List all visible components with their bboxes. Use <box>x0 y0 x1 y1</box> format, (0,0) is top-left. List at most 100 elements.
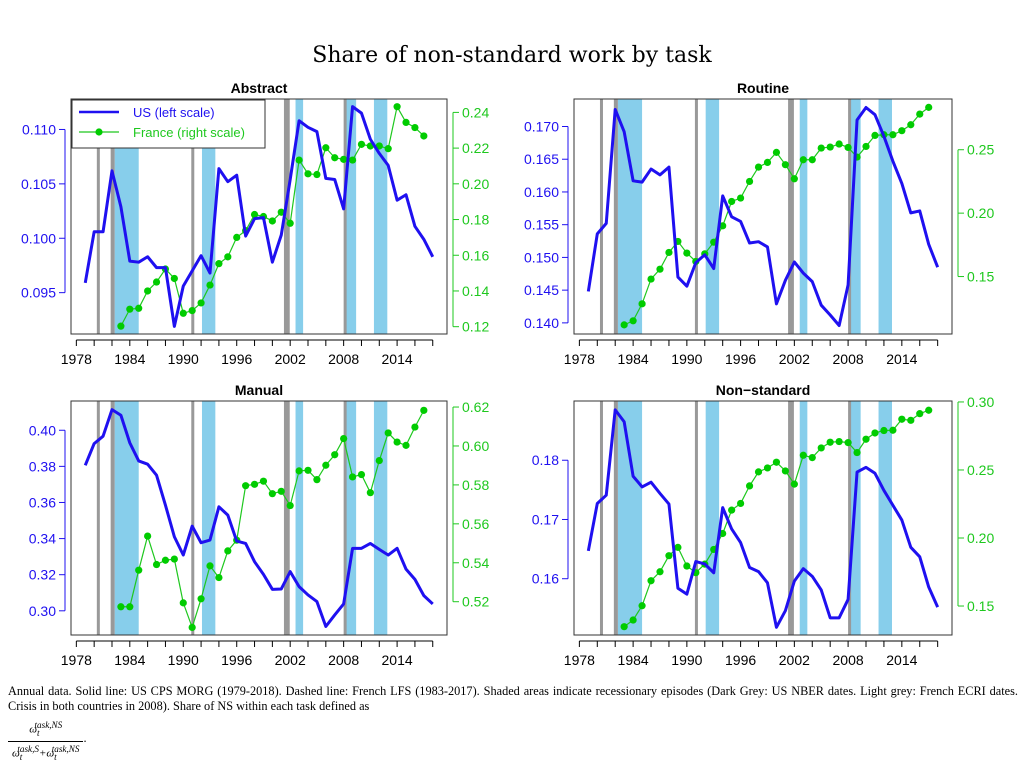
x-tick-label: 1990 <box>671 652 702 668</box>
panel-title: Manual <box>235 382 283 398</box>
french-recession-band <box>295 99 304 334</box>
left-tick-label: 0.16 <box>532 571 559 587</box>
us-line <box>586 106 940 327</box>
us-recession-band <box>283 99 290 334</box>
france-point <box>117 603 125 611</box>
left-tick-label: 0.145 <box>524 282 559 298</box>
france-point <box>889 131 897 139</box>
x-tick-label: 1990 <box>168 351 199 367</box>
france-point <box>304 170 312 178</box>
french-recession-band <box>850 401 861 635</box>
france-point <box>117 322 125 330</box>
france-point <box>862 142 870 151</box>
france-point <box>656 568 664 576</box>
right-tick-label: 0.62 <box>462 399 489 415</box>
right-tick-label: 0.15 <box>967 269 994 285</box>
france-point <box>313 170 321 179</box>
x-tick-label: 1984 <box>114 652 145 668</box>
france-point <box>206 562 214 570</box>
france-point <box>745 482 754 490</box>
x-tick-label: 1984 <box>114 351 145 367</box>
france-point <box>808 156 816 164</box>
france-point <box>233 233 241 241</box>
right-tick-label: 0.30 <box>967 394 994 410</box>
france-point <box>826 143 834 151</box>
france-point <box>871 131 879 139</box>
legend: US (left scale) France (right scale) <box>71 99 266 149</box>
french-recession-band <box>201 401 216 635</box>
france-point <box>898 127 906 135</box>
left-tick-label: 0.140 <box>524 315 559 331</box>
x-tick-label: 1984 <box>618 652 649 668</box>
france-point <box>179 599 187 607</box>
plot-frame <box>573 98 953 335</box>
france-point <box>268 217 276 225</box>
france-point <box>224 253 232 261</box>
france-point <box>754 468 763 476</box>
france-point <box>170 274 178 283</box>
france-point <box>277 208 285 216</box>
french-recession-band <box>617 99 643 334</box>
x-tick-label: 1984 <box>618 351 649 367</box>
x-tick-label: 2002 <box>779 652 810 668</box>
plot-frame <box>573 400 953 636</box>
left-tick-label: 0.36 <box>29 494 56 510</box>
x-tick-label: 1978 <box>61 351 92 367</box>
right-tick-label: 0.56 <box>462 516 489 532</box>
caption-end: . <box>83 731 87 746</box>
x-tick-label: 2014 <box>886 351 917 367</box>
france-point <box>384 429 392 437</box>
panel-title: Routine <box>737 80 789 96</box>
france-point <box>853 448 861 457</box>
us-recession-band <box>191 99 195 334</box>
us-recession-band <box>788 99 794 334</box>
left-tick-label: 0.155 <box>524 217 559 233</box>
france-point <box>135 566 143 574</box>
france-point <box>393 438 401 446</box>
right-tick-label: 0.16 <box>462 247 489 263</box>
left-tick-label: 0.40 <box>29 422 56 438</box>
france-point <box>889 426 897 434</box>
x-tick-label: 1996 <box>221 351 252 367</box>
french-recession-band <box>373 401 388 635</box>
france-point <box>781 467 789 475</box>
french-recession-band <box>114 401 139 635</box>
france-point <box>835 140 843 148</box>
france-point <box>808 453 816 462</box>
france-point <box>277 487 285 495</box>
french-recession-band <box>295 401 304 635</box>
france-point <box>402 441 410 449</box>
france-point <box>728 506 736 514</box>
france-point <box>871 429 879 437</box>
france-point <box>197 299 205 307</box>
plot-frame <box>70 400 448 636</box>
french-recession-band <box>617 401 643 635</box>
france-point <box>322 461 330 469</box>
france-point <box>754 163 763 171</box>
x-tick-label: 2014 <box>382 652 413 668</box>
france-point <box>268 490 276 498</box>
france-point <box>126 603 134 611</box>
right-tick-label: 0.22 <box>462 140 489 156</box>
x-tick-label: 1996 <box>725 652 756 668</box>
france-point <box>348 156 357 164</box>
france-point <box>170 555 178 563</box>
left-tick-label: 0.38 <box>29 458 56 474</box>
left-tick-label: 0.18 <box>532 452 559 468</box>
france-point <box>322 144 330 152</box>
x-tick-label: 1978 <box>61 652 92 668</box>
france-point <box>411 423 419 431</box>
left-tick-label: 0.100 <box>21 230 56 246</box>
right-tick-label: 0.15 <box>967 598 994 614</box>
france-point <box>420 132 428 140</box>
caption-text: Annual data. Solid line: US CPS MORG (19… <box>8 684 1018 713</box>
france-point <box>250 480 259 488</box>
panel-title: Abstract <box>231 80 288 96</box>
x-tick-label: 1978 <box>564 652 595 668</box>
left-tick-label: 0.34 <box>29 531 56 547</box>
panel-title: Non−standard <box>716 382 811 398</box>
france-point <box>188 307 196 315</box>
france-point <box>925 103 933 111</box>
france-point <box>331 154 339 162</box>
left-tick-label: 0.32 <box>29 567 56 583</box>
